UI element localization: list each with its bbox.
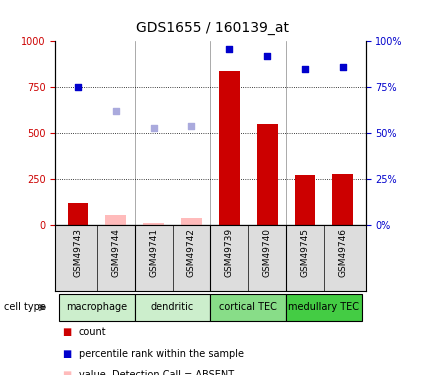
FancyBboxPatch shape (135, 294, 210, 321)
Text: cortical TEC: cortical TEC (219, 302, 277, 312)
Point (302, 66, 309, 72)
Text: GSM49739: GSM49739 (225, 228, 234, 278)
Bar (68, 203, 88, 225)
Text: macrophage: macrophage (66, 302, 128, 312)
Point (74, 84, 81, 90)
Text: count: count (79, 327, 106, 337)
Bar (219, 70, 240, 225)
Text: percentile rank within the sample: percentile rank within the sample (79, 349, 244, 358)
Point (264, 53, 271, 59)
Point (150, 124, 157, 130)
FancyBboxPatch shape (286, 294, 362, 321)
Text: ■: ■ (62, 370, 71, 375)
Text: GSM49743: GSM49743 (74, 228, 82, 277)
Text: medullary TEC: medullary TEC (289, 302, 360, 312)
Text: dendritic: dendritic (151, 302, 194, 312)
FancyBboxPatch shape (210, 294, 286, 321)
Point (112, 108, 119, 114)
Point (188, 123, 195, 129)
Text: GSM49740: GSM49740 (263, 228, 272, 277)
Text: value, Detection Call = ABSENT: value, Detection Call = ABSENT (79, 370, 234, 375)
Point (340, 64, 346, 70)
Text: GSM49745: GSM49745 (300, 228, 309, 277)
Bar (181, 217, 202, 225)
Text: cell type: cell type (4, 302, 46, 312)
Text: ■: ■ (62, 349, 71, 358)
Bar (105, 215, 126, 225)
Bar (295, 176, 315, 225)
Text: GSM49744: GSM49744 (111, 228, 120, 277)
Point (226, 46, 233, 52)
Text: GDS1655 / 160139_at: GDS1655 / 160139_at (136, 21, 289, 34)
Bar (257, 124, 278, 225)
Text: GSM49746: GSM49746 (338, 228, 347, 277)
Text: ■: ■ (62, 327, 71, 337)
Bar (143, 223, 164, 225)
Text: GSM49741: GSM49741 (149, 228, 158, 277)
Bar (332, 174, 353, 225)
Text: GSM49742: GSM49742 (187, 228, 196, 277)
FancyBboxPatch shape (59, 294, 135, 321)
